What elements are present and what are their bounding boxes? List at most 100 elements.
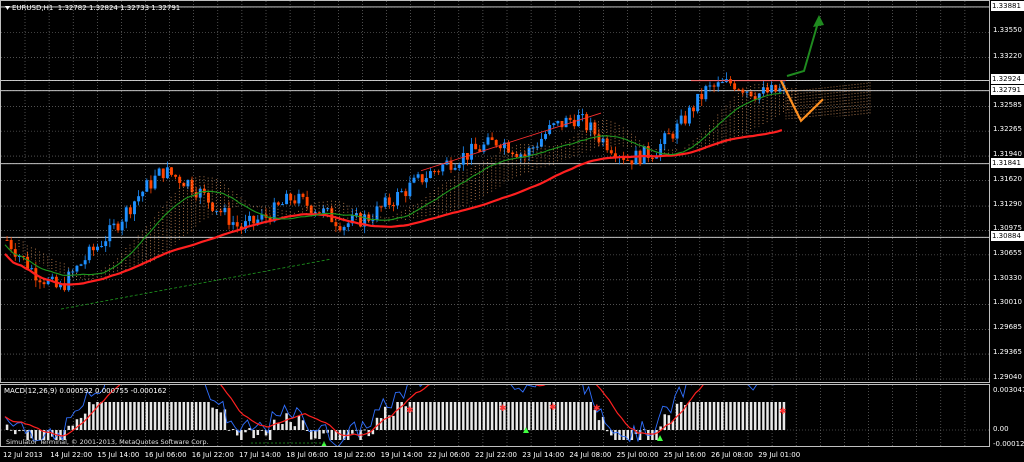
macd-bar [663, 414, 666, 430]
candle-body [692, 107, 695, 112]
candle-body [441, 164, 445, 172]
candle-body [683, 115, 687, 124]
time-label: 22 Jul 22:00 [475, 451, 517, 459]
price-label: 1.31290 [993, 200, 1022, 209]
macd-bar [515, 402, 519, 430]
price-chart-canvas[interactable] [1, 1, 990, 383]
arrow-head-icon [813, 15, 824, 27]
macd-bar [125, 402, 128, 430]
macd-bar [445, 402, 449, 430]
macd-bar [215, 409, 218, 430]
candle-body [198, 188, 202, 198]
candle-body [490, 137, 494, 141]
macd-signal-line [4, 385, 704, 437]
candle-body [67, 271, 71, 291]
price-label: 1.31940 [993, 150, 1022, 159]
price-axis: 1.33881 1.33550 1.33220 1.32924 1.32791 1.325… [990, 0, 1024, 462]
candle-body [704, 86, 708, 100]
macd-bar [433, 402, 436, 430]
macd-bar [182, 402, 186, 430]
macd-bar [120, 402, 124, 430]
macd-bar [18, 430, 21, 432]
time-label: 16 Jul 06:00 [144, 451, 187, 459]
macd-bar [379, 418, 383, 430]
candle-body [350, 215, 354, 224]
macd-bar [285, 413, 288, 430]
macd-bar [194, 402, 198, 430]
candle-body [560, 120, 564, 128]
candle-body [174, 174, 178, 177]
candle-body [531, 147, 535, 149]
macd-bar [133, 402, 136, 430]
candle-body [597, 134, 601, 143]
macd-bar [610, 430, 613, 436]
macd-bar [92, 404, 95, 430]
macd-axis-label: 0.003047 [993, 386, 1024, 394]
macd-bar [420, 402, 424, 430]
macd-canvas[interactable]: ✱ ✱ ✱ ✱ ✱ [1, 385, 990, 447]
candle-body [581, 114, 584, 116]
macd-bar [400, 402, 403, 430]
macd-bar [503, 402, 506, 430]
candle-body [416, 174, 420, 178]
candle-body [79, 264, 83, 266]
macd-pane[interactable]: ✱ ✱ ✱ ✱ ✱ [0, 384, 990, 447]
price-label: 1.31620 [993, 174, 1022, 183]
macd-bar [531, 402, 535, 430]
macd-bar [437, 402, 440, 430]
candle-body [38, 280, 42, 283]
candle-body [165, 167, 169, 179]
macd-bar [745, 402, 749, 430]
candle-body [770, 84, 774, 93]
candle-body [149, 180, 153, 189]
macd-bar [264, 430, 268, 436]
macd-bar [297, 415, 301, 430]
macd-bar [429, 402, 432, 430]
candle-body [87, 246, 91, 261]
macd-bar [462, 402, 465, 430]
candle-body [42, 282, 46, 285]
time-label: 18 Jul 06:00 [286, 451, 329, 459]
price-label: 1.30975 [993, 224, 1022, 233]
macd-bar [425, 402, 428, 430]
channel-line [420, 112, 602, 172]
candle-body [354, 213, 358, 216]
candle-body [494, 140, 498, 146]
macd-bar [408, 402, 412, 430]
macd-bar [655, 430, 658, 440]
macd-bar [170, 402, 173, 430]
macd-bar [231, 429, 235, 430]
price-chart-pane[interactable]: EURUSD,H1 1.32782 1.32824 1.32733 1.3279… [0, 0, 990, 383]
dropdown-icon [5, 6, 10, 10]
candle-body [626, 159, 630, 161]
macd-bar [626, 430, 629, 440]
macd-bar [688, 402, 691, 430]
macd-bar [482, 402, 486, 430]
macd-bar [260, 430, 264, 431]
candles [5, 72, 786, 292]
macd-bar [174, 402, 177, 430]
candle-body [453, 167, 457, 170]
candle-body [498, 145, 502, 149]
candle-body [137, 196, 141, 202]
candle-body [145, 180, 149, 192]
candle-body [671, 133, 675, 139]
candle-body [568, 117, 572, 120]
macd-bar [708, 402, 712, 430]
macd-bar [281, 424, 284, 430]
candle-body [622, 156, 626, 160]
candle-body [424, 178, 428, 183]
candle-body [457, 164, 461, 168]
candle-body [281, 204, 284, 206]
candle-body [215, 210, 219, 212]
candle-body [322, 208, 326, 213]
macd-bar [782, 402, 786, 430]
macd-bar [605, 430, 609, 432]
macd-bar [548, 402, 551, 430]
candle-body [124, 207, 128, 222]
macd-bar [704, 402, 708, 430]
candle-body [502, 142, 506, 149]
macd-bar [453, 402, 457, 430]
macd-bar [659, 426, 662, 430]
